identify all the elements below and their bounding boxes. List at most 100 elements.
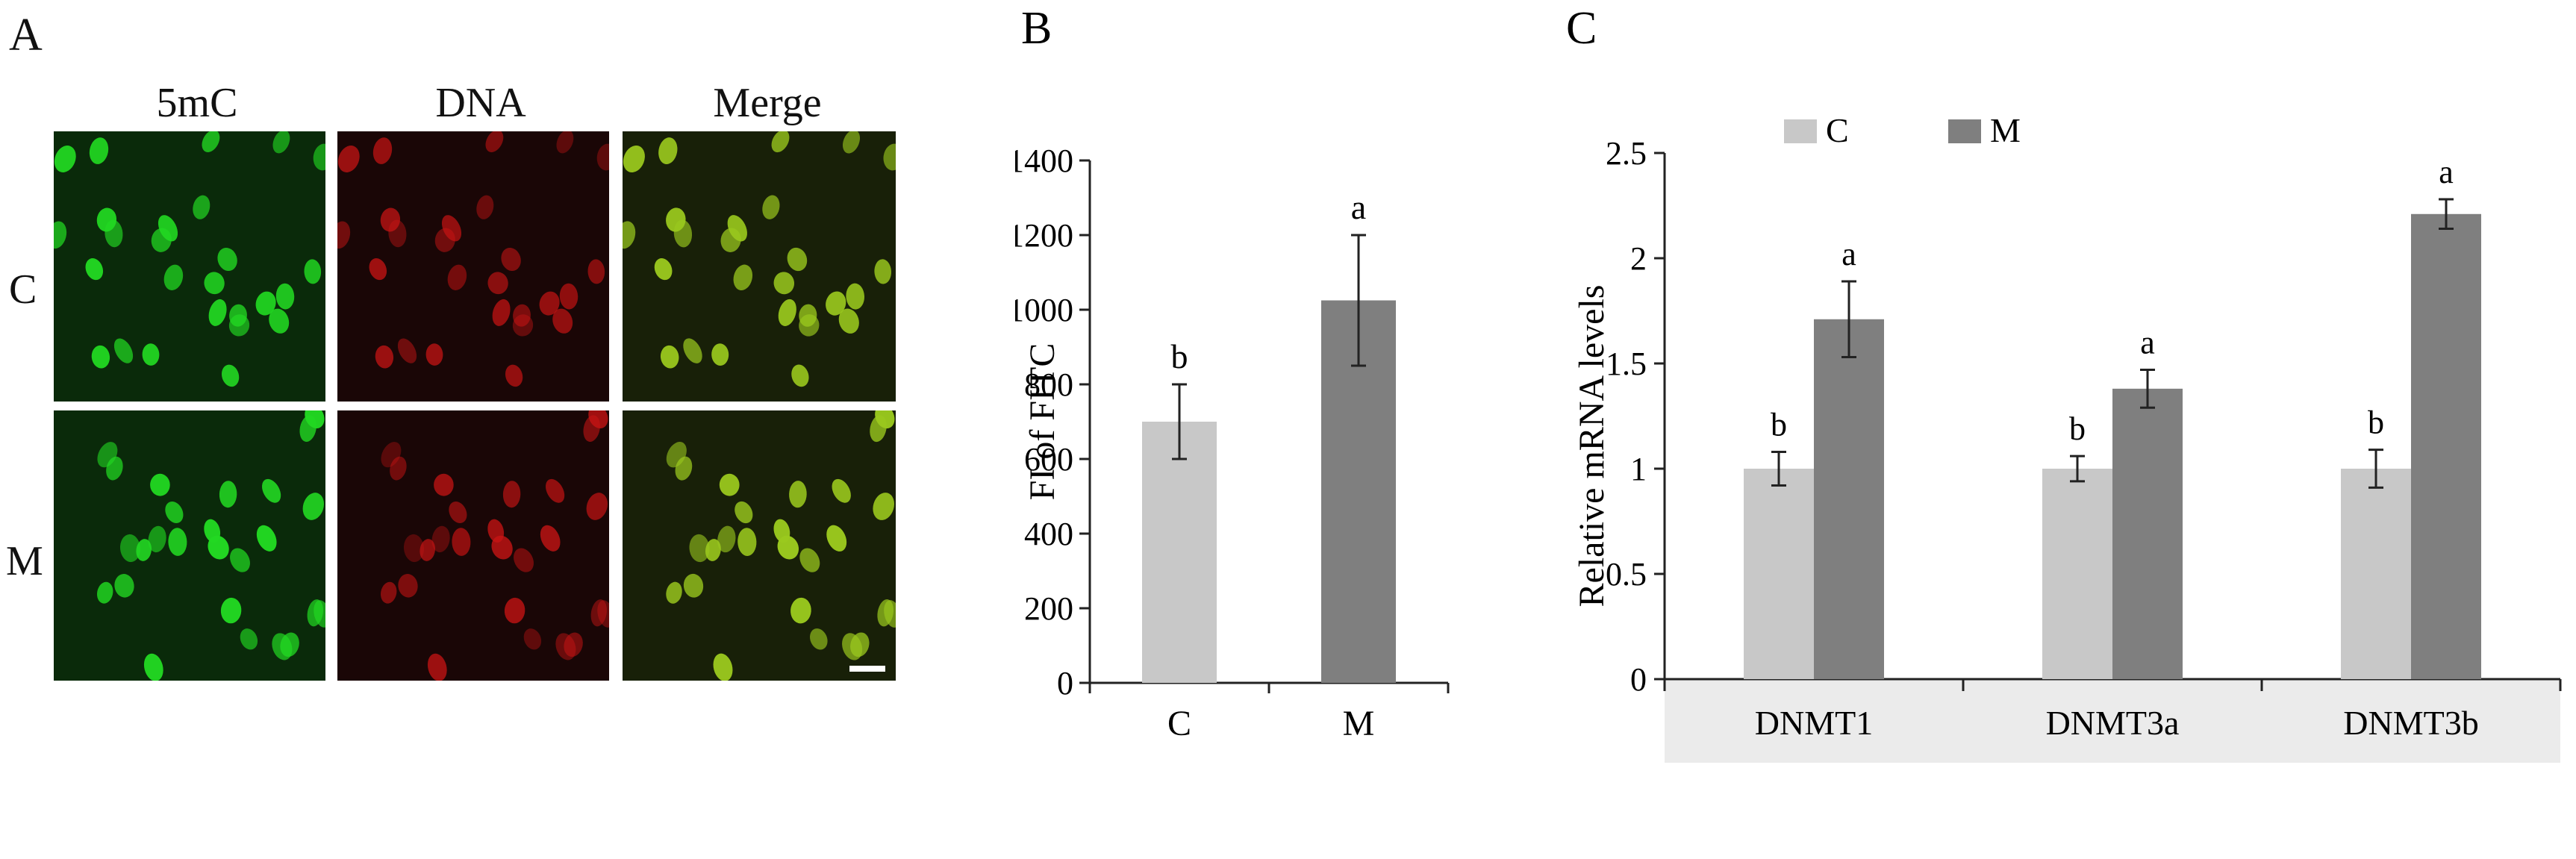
cell-nucleus (884, 600, 896, 628)
significance-label: a (2140, 324, 2155, 360)
scale-bar (849, 666, 885, 672)
cell-nucleus (705, 539, 721, 561)
cell-nucleus (771, 131, 790, 153)
cell-nucleus (675, 456, 693, 481)
cell-nucleus (113, 338, 134, 363)
y-tick-label: 400 (1024, 516, 1073, 552)
cell-nucleus (256, 525, 277, 552)
significance-label: b (2069, 410, 2086, 447)
y-tick-label: 0 (1057, 665, 1073, 702)
y-axis-label: Relative mRNA levels (1572, 285, 1612, 607)
cell-nucleus (452, 528, 471, 556)
cell-nucleus (269, 308, 290, 334)
panel-a-letter: A (9, 10, 43, 60)
legend-swatch-C (1784, 119, 1817, 143)
cell-nucleus (398, 574, 418, 598)
cell-nucleus (230, 548, 250, 572)
cell-nucleus (586, 493, 608, 520)
y-axis-label: FI of FITC (1023, 343, 1062, 501)
cell-nucleus (552, 308, 573, 334)
cell-nucleus (832, 478, 851, 503)
bar-DNMT1-C (1744, 469, 1814, 679)
cell-nucleus (719, 473, 740, 496)
cell-nucleus (485, 131, 504, 152)
bar-DNMT3a-C (2042, 469, 2112, 679)
cell-nucleus (272, 633, 293, 660)
cell-nucleus (502, 481, 521, 508)
x-tick-label: M (1343, 704, 1375, 743)
cell-nucleus (842, 131, 861, 154)
cell-nucleus (299, 415, 316, 442)
micrograph-treated-merge (623, 410, 896, 681)
cell-nucleus (302, 493, 324, 520)
cell-nucleus (777, 535, 799, 560)
cell-nucleus (168, 528, 187, 556)
cell-nucleus (870, 415, 887, 443)
cell-nucleus (546, 478, 565, 503)
cell-nucleus (513, 304, 531, 327)
panel-a: A 5mC DNA Merge C M (0, 0, 1000, 855)
row-header-treated: M (6, 538, 43, 584)
cell-nucleus (275, 283, 295, 310)
cell-nucleus (873, 493, 894, 520)
cell-nucleus (874, 259, 892, 284)
cell-nucleus (689, 534, 710, 563)
cell-nucleus (262, 478, 281, 503)
cell-nucleus (375, 345, 394, 369)
cell-nucleus (163, 264, 184, 290)
cell-nucleus (505, 364, 523, 387)
y-tick-label: 0 (1630, 661, 1647, 698)
significance-label: a (1841, 236, 1856, 272)
cell-nucleus (658, 137, 678, 165)
cell-nucleus (504, 597, 526, 624)
bar-DNMT3b-M (2411, 213, 2481, 679)
cell-nucleus (540, 525, 561, 552)
cell-nucleus (790, 597, 811, 624)
cell-nucleus (737, 528, 757, 556)
cell-nucleus (846, 283, 865, 310)
y-tick-label: 1200 (1015, 217, 1073, 254)
micrograph-control-merge (623, 131, 896, 402)
cell-nucleus (255, 291, 276, 316)
legend-swatch-M (1948, 119, 1981, 143)
legend-label-M: M (1990, 111, 2021, 149)
cell-nucleus (369, 258, 387, 281)
panel-b-letter: B (1021, 3, 1052, 54)
bar-DNMT1-M (1814, 319, 1884, 679)
cell-nucleus (514, 548, 534, 572)
cell-nucleus (799, 304, 817, 327)
cell-nucleus (217, 247, 237, 272)
cell-nucleus (390, 456, 407, 481)
cell-nucleus (539, 291, 560, 316)
cell-nucleus (799, 548, 820, 572)
micrograph-control-dna (337, 131, 609, 402)
cell-nucleus (713, 653, 733, 681)
cell-nucleus (272, 131, 290, 154)
cell-nucleus (397, 338, 417, 363)
cell-nucleus (778, 299, 796, 326)
y-tick-label: 1 (1630, 451, 1647, 487)
micrograph-treated-dna (337, 410, 609, 681)
cell-nucleus (556, 131, 574, 154)
cell-nucleus (89, 137, 109, 164)
cell-nucleus (380, 581, 397, 604)
y-tick-label: 0.5 (1606, 556, 1647, 593)
cell-nucleus (501, 247, 521, 272)
cell-nucleus (623, 221, 636, 249)
cell-nucleus (337, 221, 351, 249)
cell-nucleus (838, 308, 859, 334)
cell-nucleus (559, 283, 578, 310)
cell-nucleus (883, 143, 896, 171)
bar-DNMT3b-C (2341, 469, 2411, 679)
cell-nucleus (202, 131, 220, 152)
y-tick-label: 1000 (1015, 292, 1073, 328)
cell-nucleus (204, 272, 225, 295)
cell-nucleus (491, 535, 513, 560)
significance-label: a (2439, 154, 2454, 190)
cell-nucleus (106, 456, 123, 481)
column-header-merge: Merge (713, 80, 822, 126)
cell-nucleus (654, 258, 673, 281)
cell-nucleus (96, 581, 113, 604)
cell-nucleus (193, 195, 210, 219)
